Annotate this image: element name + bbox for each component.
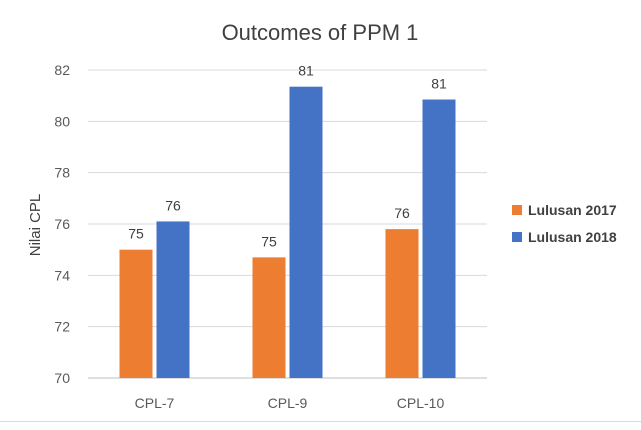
legend: Lulusan 2017 Lulusan 2018 [512, 202, 617, 245]
gridlines [88, 69, 487, 379]
data-label: 81 [298, 63, 314, 79]
data-label: 81 [431, 76, 447, 92]
bars [119, 86, 456, 379]
bar-lulusan-2017-cpl-10 [385, 229, 419, 378]
y-tick-label: 76 [54, 216, 70, 232]
x-tick-label: CPL-10 [397, 395, 445, 411]
data-label: 75 [261, 233, 277, 249]
y-tick-label: 72 [54, 319, 70, 335]
y-tick-label: 80 [54, 113, 70, 129]
bar-lulusan-2018-cpl-9 [289, 86, 323, 378]
bar-lulusan-2017-cpl-7 [119, 249, 153, 378]
x-tick-label: CPL-7 [135, 395, 175, 411]
data-label: 75 [128, 226, 144, 242]
legend-swatch [512, 232, 522, 242]
y-tick-label: 70 [54, 370, 70, 386]
frame-bottom-border [0, 421, 641, 422]
data-label: 76 [394, 205, 410, 221]
legend-swatch [512, 205, 522, 215]
legend-label: Lulusan 2018 [528, 229, 617, 245]
x-axis-ticks: CPL-7 CPL-9 CPL-10 [135, 395, 445, 411]
bar-lulusan-2018-cpl-7 [156, 221, 190, 378]
y-tick-label: 82 [54, 62, 70, 78]
legend-label: Lulusan 2017 [528, 202, 617, 218]
y-axis-label: Nilai CPL [27, 194, 44, 257]
y-axis-ticks: 70 72 74 76 78 80 82 [54, 62, 70, 386]
data-label: 76 [165, 197, 181, 213]
x-tick-label: CPL-9 [268, 395, 308, 411]
bar-lulusan-2017-cpl-9 [252, 257, 286, 378]
y-tick-label: 74 [54, 267, 70, 283]
y-tick-label: 78 [54, 165, 70, 181]
bar-lulusan-2018-cpl-10 [422, 99, 456, 379]
chart-title: Outcomes of PPM 1 [222, 20, 419, 45]
data-labels: 75 76 75 81 76 81 [128, 63, 447, 250]
